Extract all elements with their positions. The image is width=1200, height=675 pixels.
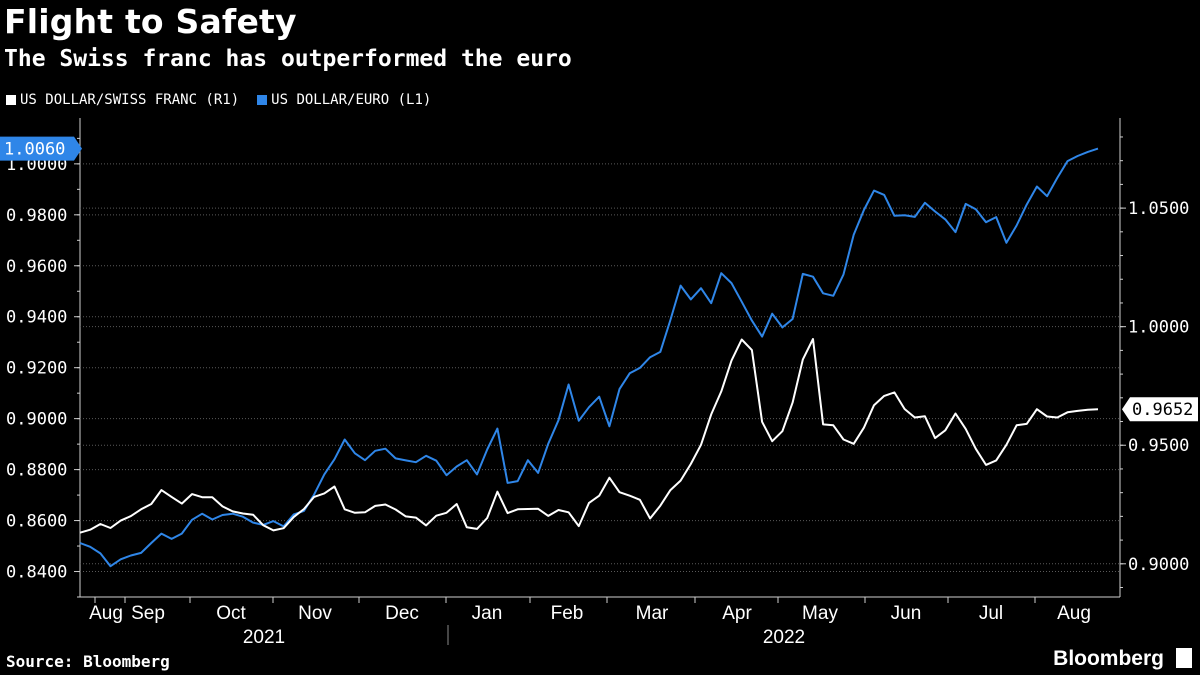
brand-badge-icon (1176, 648, 1192, 668)
legend-swatch-eur (257, 95, 268, 105)
right-tick-label: 1.0500 (1128, 199, 1189, 219)
series-line-chf (79, 338, 1099, 534)
year-label: 2021 (243, 627, 285, 648)
x-tick-label: Dec (385, 603, 419, 624)
x-tick-label: Apr (722, 603, 752, 624)
left-tick-label: 0.9800 (6, 206, 67, 226)
x-tick-label: Aug (1057, 603, 1091, 624)
x-tick-label: Jan (472, 603, 503, 624)
left-tick-label: 0.9200 (6, 359, 67, 379)
legend: US DOLLAR/SWISS FRANC (R1) US DOLLAR/EUR… (6, 92, 431, 108)
eur-last-value-label: 1.0060 (4, 140, 65, 160)
x-tick-label: Jul (979, 603, 1003, 624)
x-tick-label: Aug (89, 603, 123, 624)
left-tick-label: 0.8600 (6, 512, 67, 532)
left-tick-label: 0.9600 (6, 257, 67, 277)
left-tick-label: 0.8800 (6, 461, 67, 481)
x-tick-label: Oct (216, 603, 246, 624)
year-label: 2022 (763, 627, 805, 648)
x-tick-label: Mar (636, 603, 669, 624)
brand-logo: Bloomberg (1053, 647, 1164, 670)
legend-item-chf: US DOLLAR/SWISS FRANC (R1) (6, 92, 239, 108)
eur-last-value-badge (0, 136, 82, 161)
source-note: Source: Bloomberg (6, 652, 170, 671)
left-tick-label: 0.9400 (6, 308, 67, 328)
series-line-eur (79, 147, 1099, 568)
right-tick-label: 1.0000 (1128, 318, 1189, 338)
x-tick-label: Feb (551, 603, 584, 624)
legend-item-eur: US DOLLAR/EURO (L1) (257, 92, 431, 108)
chart-subtitle: The Swiss franc has outperformed the eur… (4, 46, 572, 72)
chart-title: Flight to Safety (4, 2, 297, 41)
x-tick-label: Nov (298, 603, 332, 624)
x-tick-label: Jun (891, 603, 922, 624)
legend-label-chf: US DOLLAR/SWISS FRANC (R1) (20, 92, 240, 108)
legend-label-eur: US DOLLAR/EURO (L1) (271, 92, 432, 108)
x-tick-label: Sep (131, 603, 165, 624)
chf-last-value-badge (1122, 397, 1198, 422)
left-tick-label: 0.8400 (6, 563, 67, 583)
right-tick-label: 0.9000 (1128, 555, 1189, 575)
x-tick-label: May (802, 603, 838, 624)
left-tick-label: 0.9000 (6, 410, 67, 430)
right-tick-label: 0.9500 (1128, 436, 1189, 456)
legend-swatch-chf (6, 95, 16, 105)
chf-last-value-label: 0.9652 (1132, 400, 1193, 420)
